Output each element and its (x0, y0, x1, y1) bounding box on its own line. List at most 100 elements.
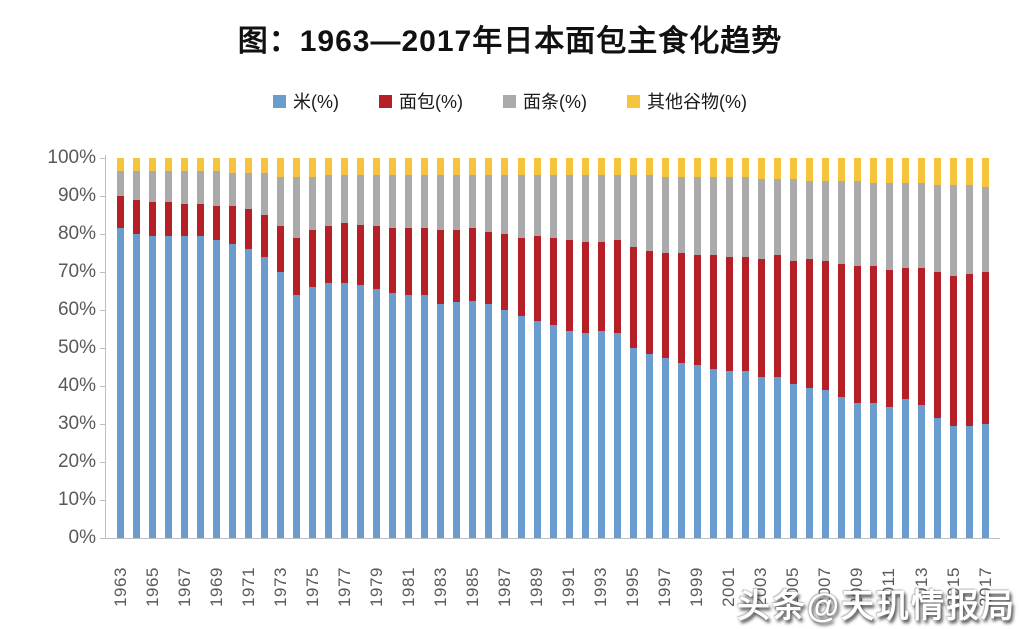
bar-segment-rice (245, 249, 253, 538)
bar-1986 (485, 158, 493, 538)
y-axis-tick (100, 310, 105, 311)
bar-segment-noodles (757, 178, 765, 259)
bar-1976 (325, 158, 333, 538)
bar-segment-rice (485, 304, 493, 538)
legend-label-other_grains: 其他谷物(%) (647, 92, 747, 112)
x-axis-label: 1975 (302, 567, 322, 607)
bar-segment-noodles (117, 171, 124, 197)
bar-segment-bread (789, 260, 797, 385)
legend-swatch-other_grains (627, 94, 640, 108)
bar-1984 (453, 158, 461, 538)
bar-segment-bread (901, 268, 909, 400)
bar-segment-other_grains (133, 158, 141, 172)
bar-segment-noodles (133, 171, 141, 200)
bar-2009 (853, 158, 861, 538)
bar-segment-other_grains (117, 158, 124, 172)
y-axis-label: 10% (57, 489, 96, 510)
bar-segment-rice (549, 325, 557, 538)
bar-1988 (517, 158, 525, 538)
bar-segment-other_grains (405, 158, 413, 176)
bar-segment-noodles (325, 175, 333, 227)
bar-segment-other_grains (805, 158, 813, 181)
bar-segment-bread (693, 254, 701, 366)
bar-segment-noodles (837, 180, 845, 265)
bar-2007 (821, 158, 829, 538)
y-axis-tick (100, 500, 105, 501)
bar-segment-rice (133, 234, 141, 538)
bar-segment-noodles (421, 175, 429, 229)
bar-segment-noodles (517, 175, 525, 238)
x-axis-label: 1997 (655, 567, 675, 607)
bar-segment-rice (629, 348, 637, 538)
bar-segment-bread (757, 258, 765, 377)
bar-segment-rice (885, 406, 893, 538)
x-axis-label: 1991 (559, 567, 579, 607)
bar-segment-rice (950, 425, 958, 538)
bar-segment-bread (213, 205, 221, 240)
bar-2000 (709, 158, 717, 538)
legend-label-rice: 米(%) (293, 92, 339, 112)
bar-segment-bread (469, 228, 477, 301)
bar-2008 (837, 158, 845, 538)
bar-segment-other_grains (181, 158, 189, 172)
bar-segment-other_grains (261, 158, 269, 174)
bar-segment-other_grains (597, 158, 605, 176)
bar-segment-other_grains (613, 158, 621, 176)
bar-segment-rice (373, 289, 381, 538)
bar-segment-rice (261, 256, 269, 538)
bar-segment-noodles (950, 184, 958, 276)
bar-segment-other_grains (901, 158, 909, 183)
bar-segment-noodles (982, 186, 990, 272)
bar-1982 (421, 158, 429, 538)
bar-1998 (677, 158, 685, 538)
legend-swatch-bread (379, 94, 392, 108)
bar-segment-rice (901, 399, 909, 538)
bar-segment-noodles (293, 177, 301, 238)
bar-segment-bread (725, 256, 733, 371)
x-axis-label: 1981 (398, 567, 418, 607)
bar-segment-rice (309, 287, 317, 538)
y-axis-label: 30% (57, 413, 96, 434)
bar-segment-other_grains (501, 158, 509, 176)
x-axis-label: 1977 (334, 567, 354, 607)
bar-segment-noodles (741, 177, 749, 257)
bar-segment-rice (341, 283, 349, 538)
bar-1991 (565, 158, 573, 538)
y-axis-label: 20% (57, 451, 96, 472)
bar-segment-rice (982, 424, 990, 538)
bar-segment-bread (773, 254, 781, 377)
y-axis-label: 50% (57, 337, 96, 358)
bar-segment-rice (405, 294, 413, 538)
bar-segment-bread (613, 239, 621, 333)
bar-segment-noodles (341, 175, 349, 223)
bar-segment-other_grains (741, 158, 749, 178)
y-axis-label: 100% (47, 147, 96, 168)
y-axis-tick (100, 348, 105, 349)
bar-segment-bread (837, 264, 845, 398)
x-axis-label: 1965 (142, 567, 162, 607)
bar-segment-rice (421, 294, 429, 538)
bar-segment-noodles (261, 173, 269, 216)
bar-segment-noodles (934, 184, 942, 273)
bar-segment-other_grains (725, 158, 733, 178)
bar-segment-other_grains (853, 158, 861, 181)
bar-segment-bread (549, 237, 557, 326)
bar-segment-noodles (629, 175, 637, 248)
x-axis-label: 1993 (591, 567, 611, 607)
bar-segment-rice (789, 384, 797, 538)
bar-segment-other_grains (645, 158, 653, 176)
bar-1980 (389, 158, 397, 538)
bar-segment-bread (149, 201, 157, 236)
bar-1969 (213, 158, 221, 538)
bar-segment-rice (277, 272, 285, 538)
bar-2011 (885, 158, 893, 538)
bar-segment-rice (213, 239, 221, 538)
y-axis-label: 60% (57, 299, 96, 320)
bar-segment-rice (453, 302, 461, 538)
bar-segment-other_grains (693, 158, 701, 178)
bar-segment-bread (165, 201, 173, 236)
bar-segment-bread (421, 228, 429, 295)
bar-2004 (773, 158, 781, 538)
bar-segment-other_grains (629, 158, 637, 176)
bar-1974 (293, 158, 301, 538)
